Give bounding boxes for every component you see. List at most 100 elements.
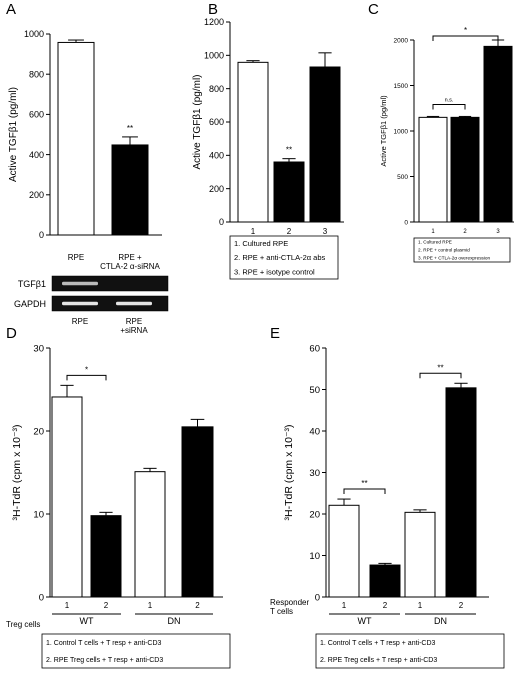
y-tick-label: 400 [209,150,224,160]
y-axis-label: ³H-TdR (cpm x 10⁻³) [283,425,295,521]
y-tick-label: 20 [33,426,44,437]
bar [450,116,480,223]
x-tick-label: RPE + CTLA-2 α-siRNA [100,253,160,271]
y-axis-label: Active TGFβ1 (pg/ml) [8,87,19,182]
significance-mark: ** [361,479,367,488]
panel-b: B 0 200 400 600 800 1000 1200 Active TGFβ1 (pg/m… [192,1,344,280]
x-tick-label: 2 [459,601,464,610]
panel-letter: B [208,1,218,18]
bar [445,387,477,598]
bar [51,396,83,598]
y-tick-label: 1500 [394,83,409,90]
x-tick-label: 2 [195,601,200,610]
y-tick-label: 10 [33,509,44,520]
panel-a: A 0 200 400 600 800 1000 Active TGFβ1 (pg/ml) RP… [6,1,169,335]
legend-entry: 1. Cultured RPE [418,240,452,245]
legend-box [41,633,231,669]
significance-mark: ** [286,146,292,155]
x-tick-label: 3 [323,227,328,236]
y-tick-label: 60 [309,343,320,354]
bar [181,426,214,598]
gel-row-label: TGFβ1 [18,279,46,289]
group-label: DN [434,616,447,626]
gel-band [116,301,152,306]
legend-entry: 3. RPE + isotype control [234,267,315,276]
bar [328,504,360,598]
bar [90,515,122,598]
significance-bracket [419,372,462,379]
x-tick-label: 1 [431,229,435,235]
bar [404,511,436,598]
group-label: DN [168,616,181,626]
panel-letter: E [270,325,280,342]
x-tick-label: 1 [418,601,423,610]
significance-bracket [432,35,499,41]
x-tick-label: 3 [496,229,500,235]
legend-box [413,237,511,263]
significance-bracket [66,374,107,381]
legend-entry: 1. Control T cells + T resp + anti-CD3 [46,640,162,647]
y-tick-label: 0 [404,219,408,226]
x-tick-label: RPE [68,253,84,262]
y-tick-label: 1000 [204,50,224,60]
y-tick-label: 200 [29,190,44,200]
group-label: WT [358,616,372,626]
y-tick-label: 1000 [24,29,44,39]
legend-entry: 1. Control T cells + T resp + anti-CD3 [320,640,436,647]
y-tick-label: 0 [39,230,44,240]
gel-strip [51,295,169,312]
y-tick-label: 800 [29,69,44,79]
gel-lane-label: RPE [72,317,88,326]
bar [57,41,95,236]
y-tick-label: 0 [39,592,44,603]
panel-letter: C [368,1,379,18]
significance-bracket [432,103,466,110]
legend-entry: 2. RPE Treg cells + T resp + anti-CD3 [46,657,163,664]
gel-band [62,301,98,306]
y-tick-label: 40 [309,426,320,437]
bar [134,471,166,598]
legend-entry: 3. RPE + CTLA-2α overexpression [418,256,491,261]
x-tick-label: 2 [287,227,292,236]
y-tick-label: 1200 [204,17,224,27]
y-axis-label: Active TGFβ1 (pg/ml) [379,95,388,167]
panel-letter: D [6,325,17,342]
x-tick-label: 1 [251,227,256,236]
y-tick-label: 0 [315,592,320,603]
bar [111,144,149,236]
group-label: WT [80,616,94,626]
bar [418,116,448,223]
y-axis-label: Active TGFβ1 (pg/ml) [192,74,203,169]
legend-box [229,235,339,280]
legend-entry: 2. RPE Treg cells + T resp + anti-CD3 [320,657,437,664]
x-tick-label: 2 [104,601,109,610]
y-tick-label: 600 [29,110,44,120]
panel-d: D 0 10 20 30 ³H-TdR (cpm x 10⁻³) 1 2 1 2 * WT DN Treg… [6,325,231,669]
significance-mark: * [464,26,467,35]
panel-e: E 0 10 20 30 40 50 60 ³H-TdR (cpm x 10⁻³) 1 2 1 2 ** *… [270,325,505,669]
x-tick-label: 2 [463,229,467,235]
gel-lane-label: RPE +siRNA [120,317,148,335]
significance-mark: * [85,365,88,374]
bar [483,45,513,223]
gel-band [62,281,98,286]
panel-c: C 0 500 1000 1500 2000 Active TGFβ1 (pg/ml) 1 2 3… [368,1,514,263]
x-tick-label: 1 [342,601,347,610]
legend-box [315,633,505,669]
y-tick-label: 600 [209,117,224,127]
significance-mark: ** [437,363,443,372]
gel-strip [51,275,169,292]
x-tick-label: 1 [148,601,153,610]
panel-letter: A [6,1,16,18]
y-tick-label: 20 [309,509,320,520]
bar [369,564,401,598]
bar [309,66,341,223]
y-tick-label: 800 [209,84,224,94]
significance-mark: n.s. [445,97,454,103]
y-tick-label: 1000 [394,128,409,135]
legend-entry: 1. Cultured RPE [234,239,288,248]
x-tick-label: 2 [383,601,388,610]
x-axis-label: Responder T cells [270,598,309,616]
significance-mark: ** [127,124,133,133]
